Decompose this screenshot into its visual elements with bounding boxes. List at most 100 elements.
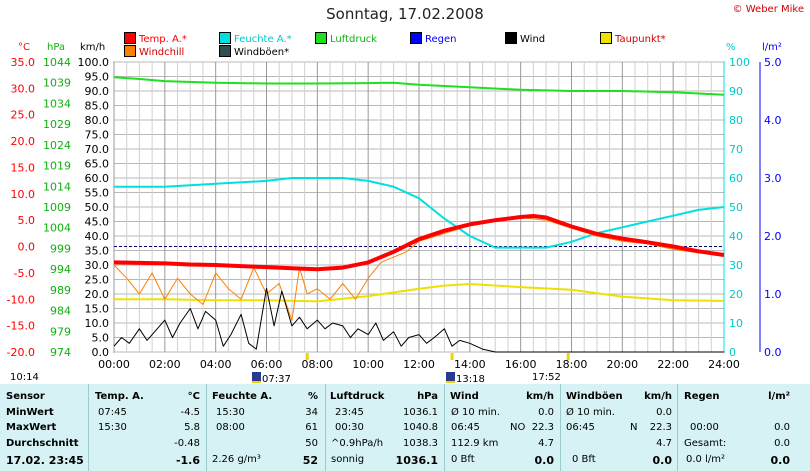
tick-label-humidity: 50	[729, 201, 743, 214]
tick-label-pressure: 994	[50, 263, 71, 276]
chart-title: Sonntag, 17.02.2008	[326, 5, 484, 23]
tick-label-pressure: 984	[50, 305, 71, 318]
legend-item-temp: Temp. A.*	[124, 32, 187, 45]
plot-svg: 35.030.025.020.015.010.05.00.0-5.0-10.0-…	[7, 56, 782, 371]
event-2: 13:18	[446, 372, 485, 385]
tick-label-humidity: 40	[729, 230, 743, 243]
tick-label-humidity: 20	[729, 288, 743, 301]
unit-humidity: %	[726, 42, 736, 53]
legend-item-regen: Regen	[410, 32, 457, 45]
unit-pressure: hPa	[47, 42, 66, 53]
tick-label-temp: -15.0	[7, 320, 35, 333]
tick-label-rain: 2.0	[764, 230, 782, 243]
tick-label-rain: 3.0	[764, 172, 782, 185]
tick-label-wind: 50.0	[85, 201, 110, 214]
tick-label-temp: 10.0	[11, 188, 36, 201]
legend-item-windboen: Windböen*	[219, 45, 289, 58]
tick-label-humidity: 60	[729, 172, 743, 185]
weather-chart: Sonntag, 17.02.2008 © Weber Mike Temp. A…	[7, 4, 804, 385]
legend-item-wind: Wind	[505, 32, 545, 45]
tick-label-pressure: 1009	[43, 201, 71, 214]
x-tick-label: 24:00	[708, 358, 740, 371]
tick-label-humidity: 90	[729, 85, 743, 98]
tick-label-wind: 95.0	[85, 71, 110, 84]
tick-label-wind: 60.0	[85, 172, 110, 185]
x-tick-label: 14:00	[454, 358, 486, 371]
table-row: 17.02. 23:45 -1.6 2.26 g/m³ 52 sonnig 10…	[6, 454, 790, 467]
tick-label-wind: 45.0	[85, 216, 110, 229]
unit-rain: l/m²	[762, 42, 782, 53]
tick-label-wind: 85.0	[85, 100, 110, 113]
event-tick	[305, 353, 309, 360]
legend-item-taupunkt: Taupunkt*	[600, 32, 666, 45]
legend-item-feuchte: Feuchte A.*	[219, 32, 292, 45]
table-row: MaxWert 15:30 5.8 08:00 61 00:30 1040.8 …	[6, 422, 790, 433]
tick-label-wind: 90.0	[85, 85, 110, 98]
tick-label-pressure: 1044	[43, 56, 71, 69]
series-line-temp-a	[113, 214, 725, 272]
tick-label-humidity: 0	[729, 346, 736, 359]
tick-label-wind: 25.0	[85, 274, 110, 287]
tick-label-pressure: 1024	[43, 139, 71, 152]
x-tick-label: 06:00	[251, 358, 283, 371]
tick-label-wind: 20.0	[85, 288, 110, 301]
tick-label-temp: -20.0	[7, 346, 35, 359]
x-tick-label: 20:00	[606, 358, 638, 371]
tick-label-wind: 65.0	[85, 158, 110, 171]
x-tick-label: 18:00	[556, 358, 588, 371]
tick-label-wind: 35.0	[85, 245, 110, 258]
tick-label-humidity: 30	[729, 259, 743, 272]
tick-label-temp: 0.0	[18, 241, 36, 254]
tick-label-wind: 100.0	[78, 56, 110, 69]
x-tick-label: 02:00	[149, 358, 181, 371]
tick-label-wind: 15.0	[85, 303, 110, 316]
tick-label-pressure: 1039	[43, 77, 71, 90]
tick-label-pressure: 979	[50, 325, 71, 338]
series-line-wind	[113, 287, 724, 353]
tick-label-temp: 30.0	[11, 82, 36, 95]
copyright: © Weber Mike	[732, 4, 804, 15]
tick-label-temp: -10.0	[7, 293, 35, 306]
tick-label-pressure: 1034	[43, 97, 71, 110]
tick-label-temp: -5.0	[14, 267, 35, 280]
tick-label-wind: 0.0	[92, 346, 110, 359]
event-1: 07:37	[252, 372, 291, 385]
x-tick-label: 10:00	[352, 358, 384, 371]
tick-label-wind: 10.0	[85, 317, 110, 330]
tick-label-humidity: 80	[729, 114, 743, 127]
x-tick-label: 08:00	[301, 358, 333, 371]
tick-label-temp: 35.0	[11, 56, 36, 69]
legend-item-windchill: Windchill	[124, 45, 184, 58]
series-line-taupunkt	[114, 283, 725, 303]
tick-label-wind: 55.0	[85, 187, 110, 200]
event-tick	[566, 353, 570, 360]
legend-item-luftdruck: Luftdruck	[315, 32, 377, 45]
tick-label-pressure: 999	[50, 242, 71, 255]
series-line-luftdruck	[113, 76, 725, 96]
tick-label-pressure: 974	[50, 346, 71, 359]
tick-label-temp: 25.0	[11, 109, 36, 122]
tick-label-wind: 70.0	[85, 143, 110, 156]
tick-label-pressure: 1014	[43, 180, 71, 193]
tick-label-humidity: 100	[729, 56, 750, 69]
summary-table: Sensor Temp. A. °C Feuchte A. % Luftdruc…	[0, 384, 810, 471]
tick-label-rain: 5.0	[764, 56, 782, 69]
tick-label-humidity: 70	[729, 143, 743, 156]
tick-label-pressure: 1019	[43, 160, 71, 173]
x-tick-label: 16:00	[505, 358, 537, 371]
x-tick-label: 04:00	[200, 358, 232, 371]
tick-label-rain: 4.0	[764, 114, 782, 127]
x-tick-label: 00:00	[98, 358, 130, 371]
event-left-time: 10:14	[10, 372, 39, 383]
sun-event-icon	[252, 372, 261, 383]
x-tick-label: 22:00	[657, 358, 689, 371]
table-header-row: Sensor Temp. A. °C Feuchte A. % Luftdruc…	[6, 391, 790, 402]
x-tick-label: 12:00	[403, 358, 435, 371]
tick-label-rain: 0.0	[764, 346, 782, 359]
unit-temp: °C	[18, 42, 30, 53]
tick-label-wind: 30.0	[85, 259, 110, 272]
tick-label-pressure: 1029	[43, 118, 71, 131]
tick-label-temp: 15.0	[11, 161, 36, 174]
tick-label-wind: 80.0	[85, 114, 110, 127]
sun-event-icon	[446, 372, 455, 383]
